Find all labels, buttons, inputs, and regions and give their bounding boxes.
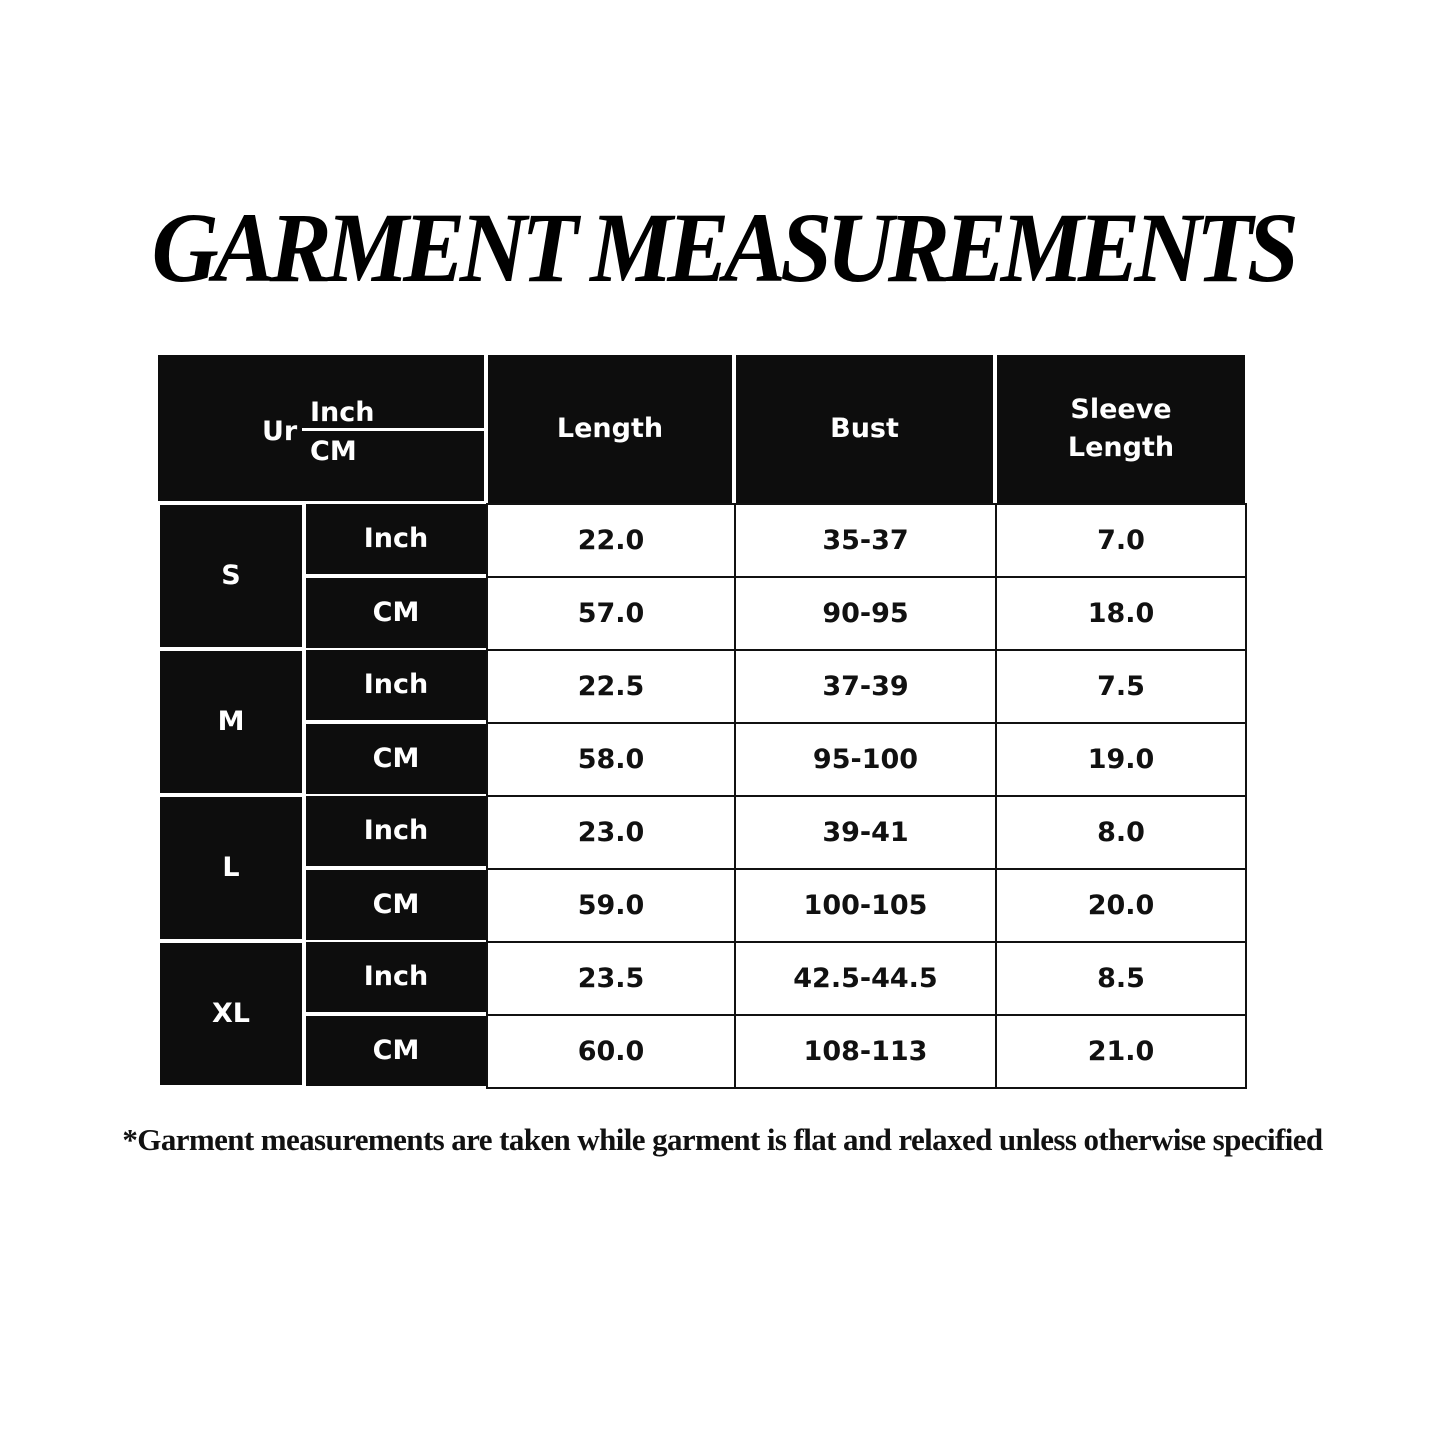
table-cell: 57.0 — [486, 576, 736, 651]
table-cell: 42.5-44.5 — [734, 941, 997, 1016]
table-cell: 100-105 — [734, 868, 997, 943]
table-cell: 58.0 — [486, 722, 736, 797]
unit-label: CM — [306, 870, 486, 940]
unit-label: Inch — [306, 796, 486, 866]
unit-label: Inch — [306, 504, 486, 574]
table-cell: 18.0 — [995, 576, 1247, 651]
table-cell: 22.5 — [486, 649, 736, 724]
column-header: Bust — [736, 355, 993, 503]
size-label: XL — [160, 943, 302, 1085]
table-cell: 19.0 — [995, 722, 1247, 797]
table-cell: 59.0 — [486, 868, 736, 943]
table-cell: 35-37 — [734, 503, 997, 578]
table-cell: 108-113 — [734, 1014, 997, 1089]
unit-label: Inch — [306, 942, 486, 1012]
table-cell: 8.0 — [995, 795, 1247, 870]
page-title: GARMENT MEASUREMENTS — [151, 192, 1299, 303]
table-cell: 37-39 — [734, 649, 997, 724]
size-label: S — [160, 505, 302, 647]
table-cell: 39-41 — [734, 795, 997, 870]
table-cell: 60.0 — [486, 1014, 736, 1089]
corner-divider — [302, 428, 484, 431]
table-cell: 7.5 — [995, 649, 1247, 724]
unit-label: CM — [306, 724, 486, 794]
column-header: Length — [488, 355, 732, 503]
size-label: M — [160, 651, 302, 793]
table-cell: 90-95 — [734, 576, 997, 651]
table-cell: 8.5 — [995, 941, 1247, 1016]
unit-label: CM — [306, 578, 486, 648]
table-cell: 23.0 — [486, 795, 736, 870]
corner-unit-cm: CM — [310, 436, 357, 468]
corner-label: Ur — [262, 416, 298, 448]
footnote: *Garment measurements are taken while ga… — [122, 1122, 1323, 1157]
size-label: L — [160, 797, 302, 939]
table-cell: 20.0 — [995, 868, 1247, 943]
table-cell: 23.5 — [486, 941, 736, 1016]
unit-label: Inch — [306, 650, 486, 720]
unit-label: CM — [306, 1016, 486, 1086]
table-cell: 21.0 — [995, 1014, 1247, 1089]
column-header: Sleeve Length — [997, 355, 1245, 503]
table-cell: 22.0 — [486, 503, 736, 578]
table-cell: 95-100 — [734, 722, 997, 797]
corner-unit-inch: Inch — [310, 397, 375, 429]
table-cell: 7.0 — [995, 503, 1247, 578]
